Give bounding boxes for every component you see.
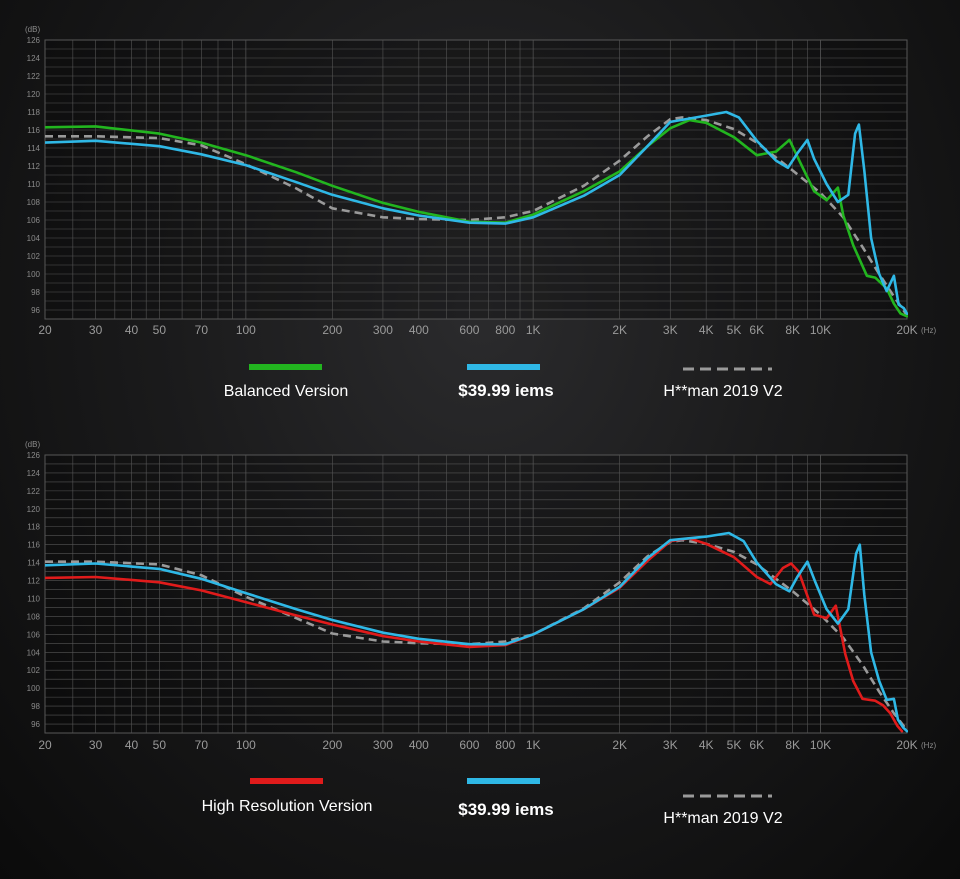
y-tick-label: 118 (27, 108, 40, 117)
series-line-2 (45, 110, 908, 315)
chart-1: (dB) (Hz) 96 98 100 102 104 106 108 110 112 114 116 1… (25, 25, 936, 400)
x-tick-label: 100 (236, 738, 256, 752)
y-tick-label: 102 (27, 666, 41, 675)
series-line-3 (45, 538, 908, 732)
y-tick-label: 100 (27, 270, 41, 279)
x-tick-label: 5K (727, 323, 742, 337)
y-tick-label: 114 (27, 144, 40, 153)
x-tick-label: 200 (322, 323, 342, 337)
y-tick-label: 98 (31, 288, 40, 297)
y-tick-label: 124 (27, 54, 41, 63)
x-tick-label: 70 (195, 738, 209, 752)
x-unit-label: (Hz) (921, 326, 936, 335)
y-tick-label: 124 (27, 469, 41, 478)
x-tick-label: 6K (749, 323, 764, 337)
y-tick-label: 116 (27, 126, 40, 135)
x-tick-label: 10K (810, 323, 831, 337)
y-tick-label: 126 (27, 36, 41, 45)
x-tick-label: 8K (785, 323, 800, 337)
y-unit-label: (dB) (25, 440, 40, 449)
y-tick-label: 122 (27, 72, 41, 81)
x-tick-label: 1K (526, 738, 541, 752)
legend-label-1: High Resolution Version (202, 798, 373, 815)
y-tick-label: 118 (27, 523, 40, 532)
x-tick-label: 400 (409, 323, 429, 337)
y-tick-label: 116 (27, 541, 40, 550)
y-tick-label: 112 (27, 577, 40, 586)
y-tick-label: 126 (27, 451, 41, 460)
grid (44, 39, 908, 320)
x-tick-label: 2K (612, 738, 627, 752)
x-tick-label: 4K (699, 323, 714, 337)
y-tick-label: 102 (27, 252, 41, 261)
plot-area (44, 39, 908, 320)
x-tick-label: 20K (896, 323, 917, 337)
legend-label-2: $39.99 iems (458, 381, 553, 400)
x-tick-label: 8K (785, 738, 800, 752)
x-tick-label: 40 (125, 323, 139, 337)
x-tick-label: 6K (749, 738, 764, 752)
y-tick-label: 106 (27, 216, 41, 225)
series-line-2 (45, 531, 908, 733)
x-tick-label: 200 (322, 738, 342, 752)
plot-area (44, 454, 908, 734)
x-tick-label: 30 (89, 738, 103, 752)
series-line-1 (45, 118, 908, 318)
x-tick-label: 1K (526, 323, 541, 337)
x-tick-label: 600 (459, 323, 479, 337)
legend-label-3: H**man 2019 V2 (663, 383, 782, 400)
x-tick-label: 2K (612, 323, 627, 337)
y-tick-label: 98 (31, 702, 40, 711)
y-tick-label: 120 (27, 505, 41, 514)
x-tick-label: 400 (409, 738, 429, 752)
x-tick-label: 3K (663, 323, 678, 337)
x-tick-label: 40 (125, 738, 139, 752)
x-tick-label: 50 (153, 738, 167, 752)
y-tick-label: 114 (27, 559, 40, 568)
y-tick-label: 104 (27, 234, 41, 243)
x-tick-label: 30 (89, 323, 103, 337)
x-tick-label: 50 (153, 323, 167, 337)
x-tick-label: 20 (38, 323, 52, 337)
x-tick-label: 10K (810, 738, 831, 752)
y-tick-label: 108 (27, 612, 41, 621)
series-line-3 (45, 116, 908, 317)
chart-2: (dB) (Hz) 96 98 100 102 104 106 108 110 112 114 116 1… (25, 440, 936, 827)
y-tick-label: 122 (27, 487, 41, 496)
x-tick-label: 800 (495, 738, 515, 752)
x-tick-label: 5K (727, 738, 742, 752)
y-tick-label: 110 (27, 180, 40, 189)
y-tick-label: 108 (27, 198, 41, 207)
legend-label-1: Balanced Version (224, 383, 349, 400)
y-unit-label: (dB) (25, 25, 40, 34)
x-tick-label: 3K (663, 738, 678, 752)
x-tick-label: 600 (459, 738, 479, 752)
x-tick-label: 20 (38, 738, 52, 752)
x-tick-label: 800 (495, 323, 515, 337)
x-tick-label: 300 (373, 323, 393, 337)
y-tick-label: 96 (31, 306, 40, 315)
x-tick-label: 4K (699, 738, 714, 752)
y-tick-label: 106 (27, 630, 41, 639)
y-tick-label: 96 (31, 720, 40, 729)
series-line-1 (45, 537, 904, 733)
grid (44, 454, 908, 734)
y-tick-label: 120 (27, 90, 41, 99)
x-tick-label: 20K (896, 738, 917, 752)
y-tick-label: 112 (27, 162, 40, 171)
x-unit-label: (Hz) (921, 741, 936, 750)
y-tick-label: 110 (27, 594, 40, 603)
legend-label-2: $39.99 iems (458, 800, 553, 819)
y-tick-label: 100 (27, 684, 41, 693)
legend-label-3: H**man 2019 V2 (663, 810, 782, 827)
x-tick-label: 100 (236, 323, 256, 337)
x-tick-label: 70 (195, 323, 209, 337)
y-tick-label: 104 (27, 648, 41, 657)
x-tick-label: 300 (373, 738, 393, 752)
